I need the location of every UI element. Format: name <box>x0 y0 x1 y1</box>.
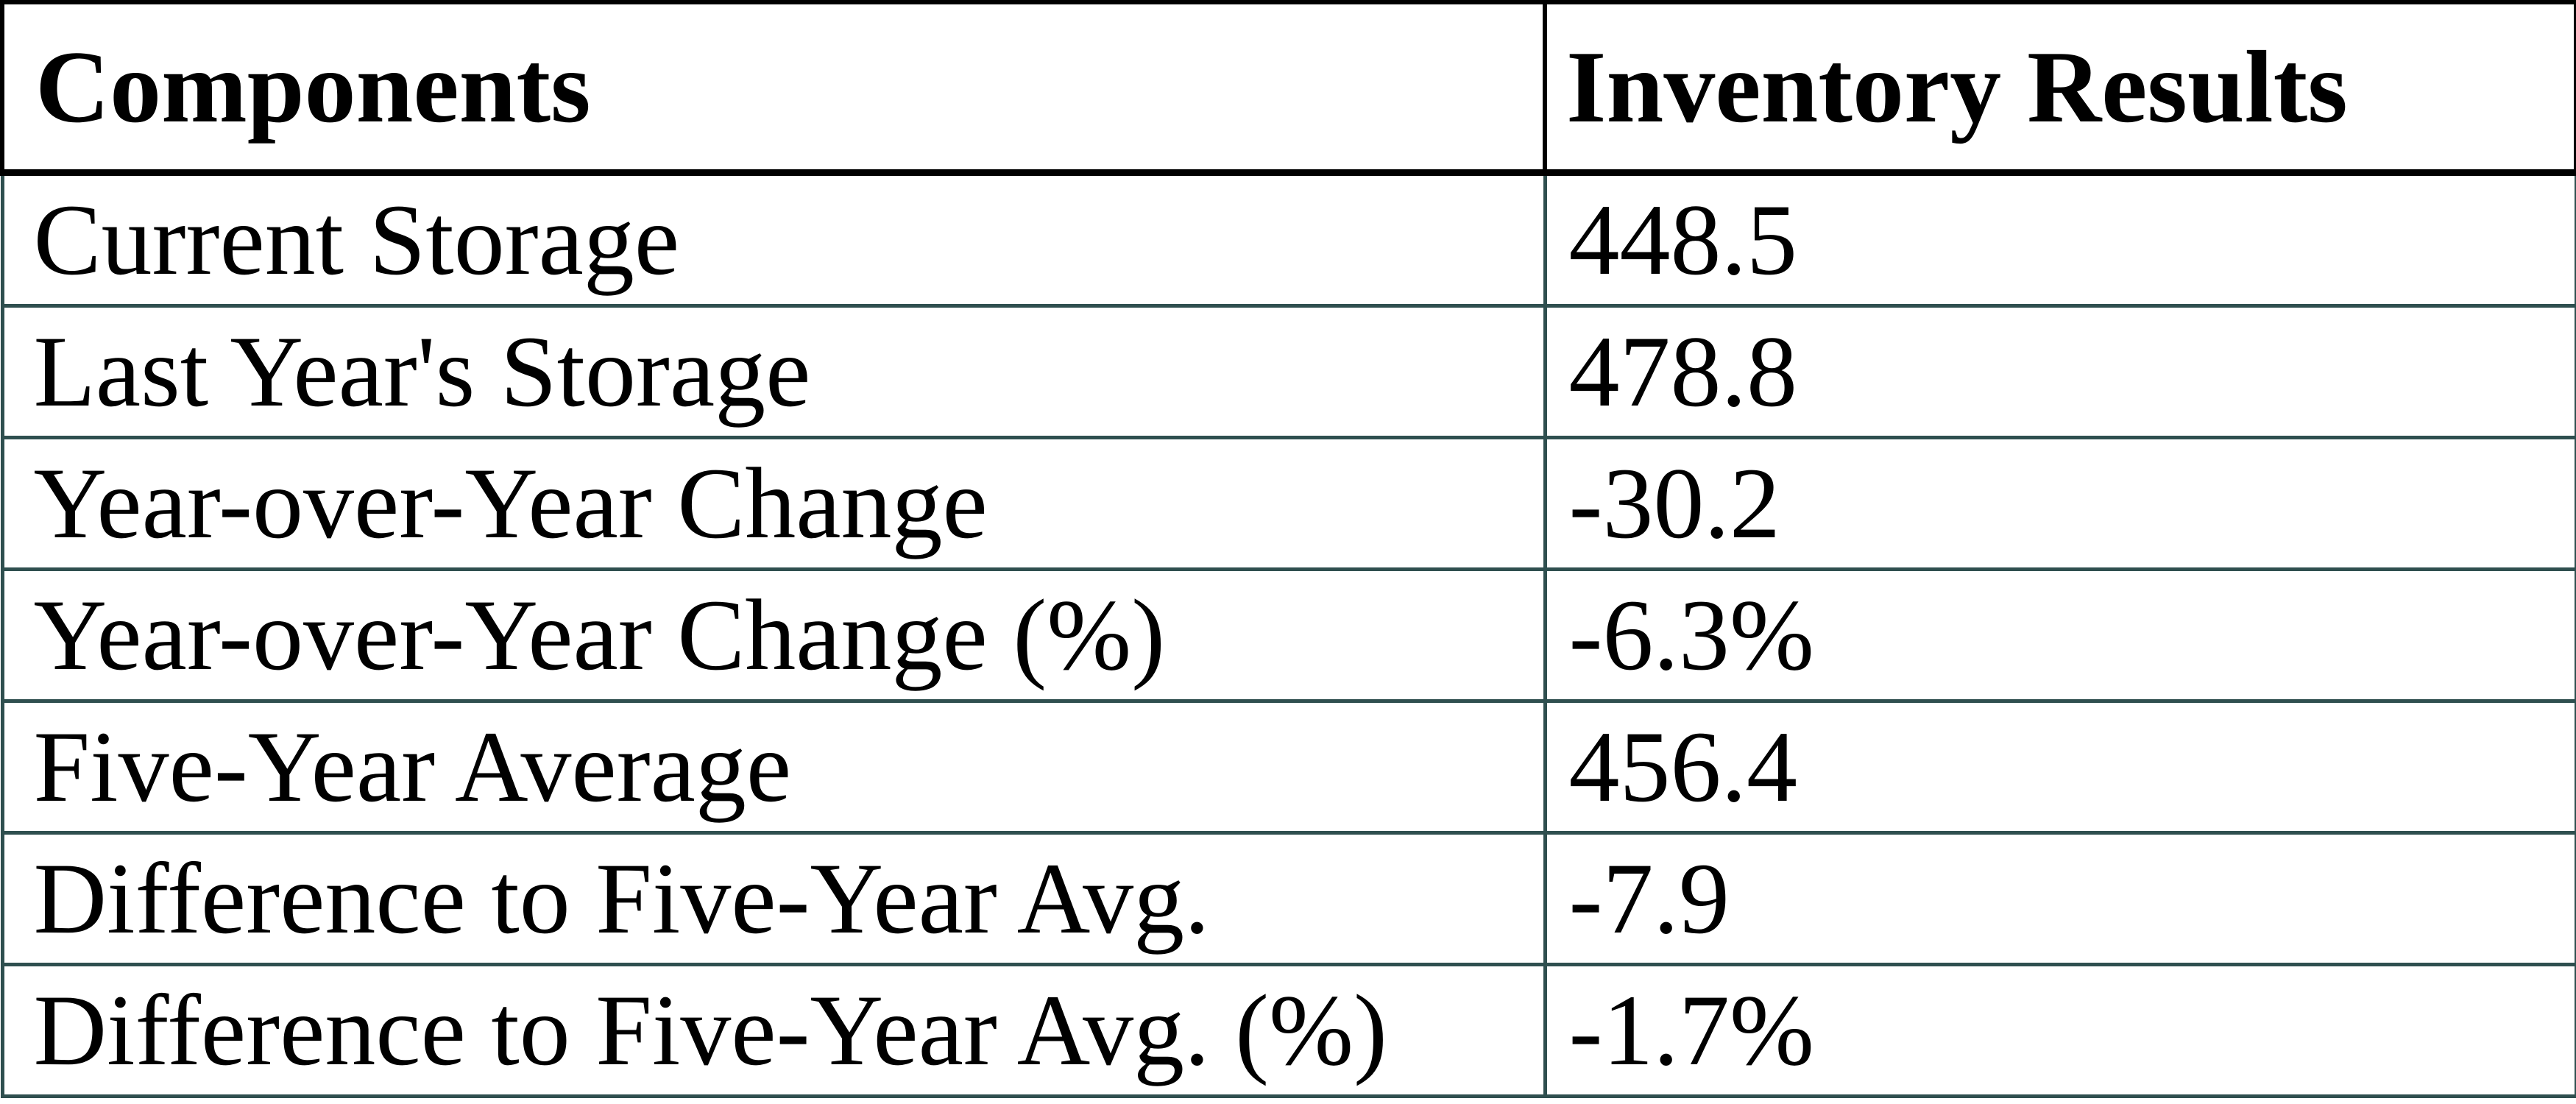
table-row: Difference to Five-Year Avg. -7.9 <box>0 831 2576 966</box>
result-cell: 478.8 <box>1543 304 2576 439</box>
table-row: Year-over-Year Change (%) -6.3% <box>0 567 2576 703</box>
component-cell: Current Storage <box>0 171 1547 308</box>
column-header-components: Components <box>0 0 1547 176</box>
component-cell: Difference to Five-Year Avg. (%) <box>0 963 1547 1098</box>
column-header-inventory-results: Inventory Results <box>1543 0 2576 176</box>
table-row: Last Year's Storage 478.8 <box>0 304 2576 439</box>
result-cell: 448.5 <box>1543 171 2576 308</box>
result-cell: 456.4 <box>1543 699 2576 835</box>
component-cell: Difference to Five-Year Avg. <box>0 831 1547 966</box>
table-row: Difference to Five-Year Avg. (%) -1.7% <box>0 963 2576 1098</box>
table-header-row: Components Inventory Results <box>0 0 2576 176</box>
table-row: Five-Year Average 456.4 <box>0 699 2576 835</box>
result-cell: -7.9 <box>1543 831 2576 966</box>
component-cell: Five-Year Average <box>0 699 1547 835</box>
component-cell: Year-over-Year Change <box>0 436 1547 571</box>
result-cell: -30.2 <box>1543 436 2576 571</box>
component-cell: Year-over-Year Change (%) <box>0 567 1547 703</box>
table-row: Year-over-Year Change -30.2 <box>0 436 2576 571</box>
component-cell: Last Year's Storage <box>0 304 1547 439</box>
result-cell: -1.7% <box>1543 963 2576 1098</box>
result-cell: -6.3% <box>1543 567 2576 703</box>
table-row: Current Storage 448.5 <box>0 171 2576 308</box>
